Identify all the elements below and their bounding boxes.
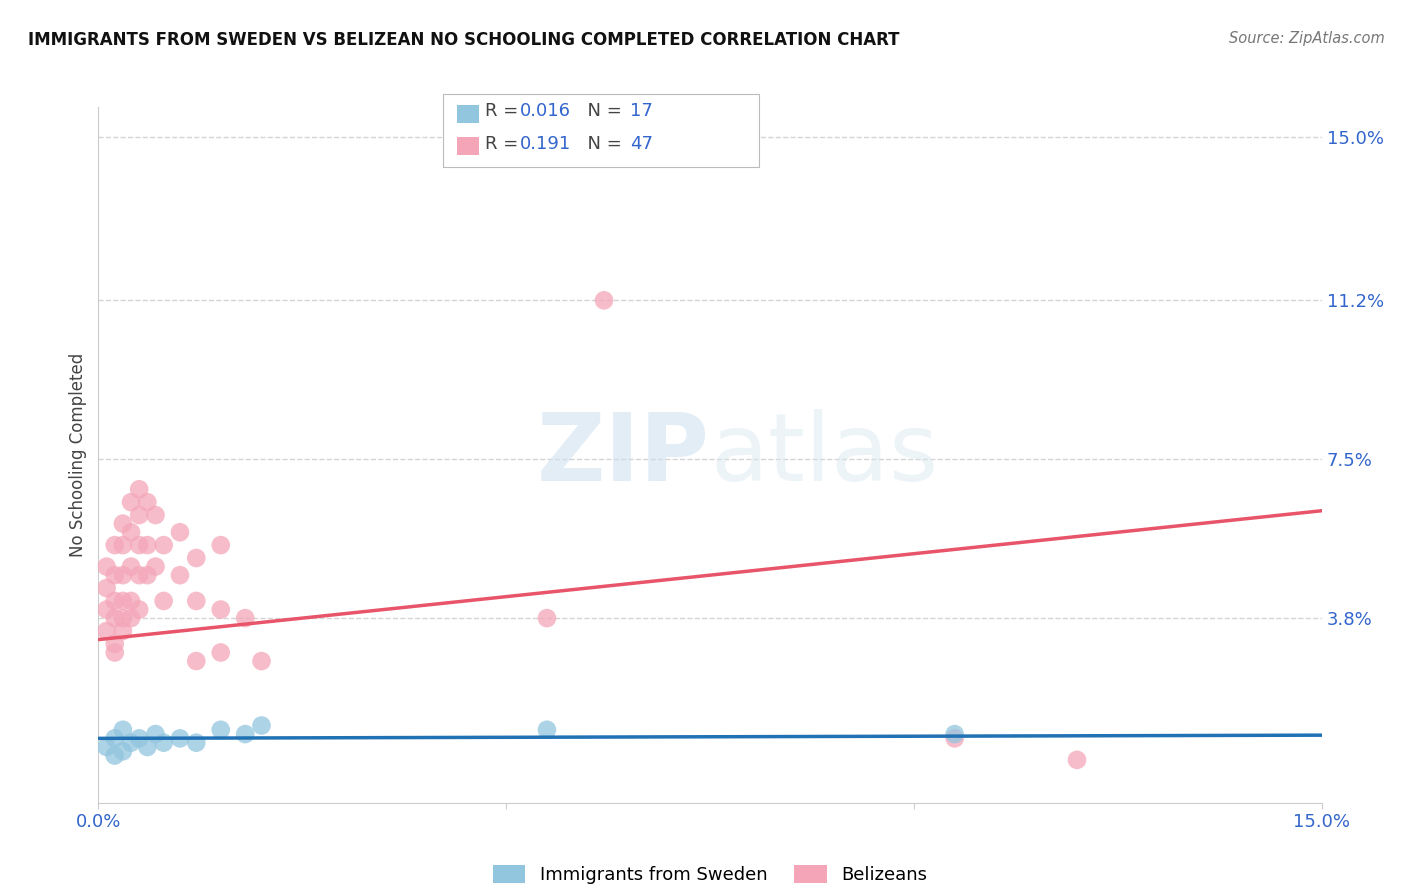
Point bbox=[128, 602, 150, 616]
Point bbox=[250, 654, 273, 668]
Point bbox=[96, 559, 118, 574]
Point bbox=[128, 731, 150, 746]
Point bbox=[104, 611, 127, 625]
Point bbox=[536, 611, 558, 625]
Text: N =: N = bbox=[576, 103, 628, 120]
Point bbox=[104, 731, 127, 746]
Point bbox=[104, 748, 127, 763]
Legend: Immigrants from Sweden, Belizeans: Immigrants from Sweden, Belizeans bbox=[492, 865, 928, 884]
Text: N =: N = bbox=[576, 135, 628, 153]
Point bbox=[111, 744, 134, 758]
Point bbox=[96, 581, 118, 595]
Point bbox=[169, 731, 191, 746]
Text: Source: ZipAtlas.com: Source: ZipAtlas.com bbox=[1229, 31, 1385, 46]
Point bbox=[209, 723, 232, 737]
Text: R =: R = bbox=[485, 103, 524, 120]
Point bbox=[593, 293, 616, 308]
Text: IMMIGRANTS FROM SWEDEN VS BELIZEAN NO SCHOOLING COMPLETED CORRELATION CHART: IMMIGRANTS FROM SWEDEN VS BELIZEAN NO SC… bbox=[28, 31, 900, 49]
Point bbox=[145, 559, 167, 574]
Point bbox=[136, 538, 159, 552]
Point bbox=[169, 568, 191, 582]
Point bbox=[186, 654, 208, 668]
Point bbox=[96, 602, 118, 616]
Point bbox=[536, 723, 558, 737]
Point bbox=[152, 594, 174, 608]
Text: 47: 47 bbox=[630, 135, 652, 153]
Point bbox=[145, 727, 167, 741]
Point bbox=[111, 516, 134, 531]
Point bbox=[209, 602, 232, 616]
Text: 17: 17 bbox=[630, 103, 652, 120]
Point bbox=[111, 723, 134, 737]
Point bbox=[111, 538, 134, 552]
Point bbox=[111, 594, 134, 608]
Point bbox=[128, 568, 150, 582]
Y-axis label: No Schooling Completed: No Schooling Completed bbox=[69, 353, 87, 557]
Point bbox=[136, 739, 159, 754]
Point bbox=[186, 551, 208, 566]
Point bbox=[943, 727, 966, 741]
Point bbox=[111, 624, 134, 638]
Point bbox=[233, 727, 256, 741]
Point bbox=[120, 525, 142, 540]
Point bbox=[111, 568, 134, 582]
Text: atlas: atlas bbox=[710, 409, 938, 501]
Point bbox=[136, 495, 159, 509]
Point bbox=[104, 645, 127, 659]
Text: ZIP: ZIP bbox=[537, 409, 710, 501]
Point bbox=[104, 637, 127, 651]
Point bbox=[943, 731, 966, 746]
Point bbox=[104, 538, 127, 552]
Point bbox=[209, 538, 232, 552]
Point bbox=[152, 736, 174, 750]
Point bbox=[128, 538, 150, 552]
Point bbox=[145, 508, 167, 522]
Point bbox=[1066, 753, 1088, 767]
Point bbox=[250, 718, 273, 732]
Point bbox=[233, 611, 256, 625]
Point bbox=[104, 568, 127, 582]
Text: 0.016: 0.016 bbox=[520, 103, 571, 120]
Point bbox=[186, 594, 208, 608]
Point bbox=[120, 611, 142, 625]
Point bbox=[209, 645, 232, 659]
Point bbox=[96, 624, 118, 638]
Point bbox=[120, 559, 142, 574]
Text: R =: R = bbox=[485, 135, 524, 153]
Point bbox=[120, 736, 142, 750]
Point bbox=[120, 594, 142, 608]
Text: 0.191: 0.191 bbox=[520, 135, 571, 153]
Point bbox=[169, 525, 191, 540]
Point bbox=[152, 538, 174, 552]
Point bbox=[104, 594, 127, 608]
Point bbox=[111, 611, 134, 625]
Point bbox=[128, 483, 150, 497]
Point bbox=[186, 736, 208, 750]
Point bbox=[96, 739, 118, 754]
Point bbox=[120, 495, 142, 509]
Point bbox=[136, 568, 159, 582]
Point bbox=[128, 508, 150, 522]
